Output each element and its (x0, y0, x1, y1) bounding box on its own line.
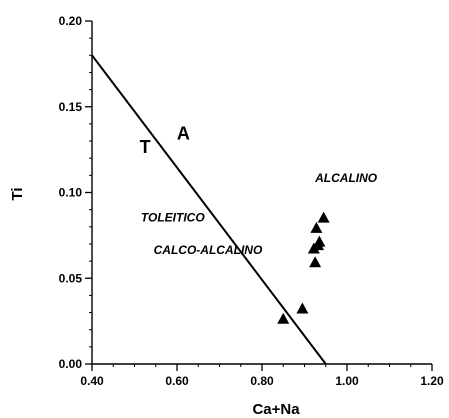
y-axis-title: Ti (9, 187, 26, 200)
tholeiitic-alkaline-divider-line (91, 54, 327, 365)
axes-layer: 0.00 0.05 0.10 0.15 0.20 0.40 0.60 0.80 1.00 1.20 (59, 14, 444, 388)
x-tick-label: 0.40 (80, 374, 104, 388)
y-tick-label: 0.00 (59, 357, 83, 371)
annotations-layer: T A ALCALINO TOLEITICO CALCO-ALCALINO (140, 123, 378, 257)
data-point-triangle (317, 211, 330, 223)
x-tick-label: 0.60 (165, 374, 189, 388)
annotation-a: A (177, 123, 190, 143)
y-tick-label: 0.20 (59, 14, 83, 28)
annotation-calco-alcalino: CALCO-ALCALINO (154, 243, 263, 257)
data-point-triangle (313, 235, 326, 247)
data-point-triangle (277, 312, 290, 324)
points-layer (277, 211, 330, 324)
data-point-triangle (310, 221, 323, 233)
divider-line-layer (91, 54, 327, 365)
data-point-triangle (309, 256, 322, 268)
annotation-toleitico: TOLEITICO (141, 211, 205, 225)
y-tick-label: 0.15 (59, 100, 83, 114)
x-tick-label: 0.80 (250, 374, 274, 388)
y-tick-label: 0.05 (59, 271, 83, 285)
y-tick-label: 0.10 (59, 186, 83, 200)
x-tick-label: 1.00 (335, 374, 359, 388)
data-point-triangle (296, 302, 309, 314)
annotation-alcalino: ALCALINO (314, 171, 378, 185)
x-tick-label: 1.20 (420, 374, 444, 388)
x-axis-title: Ca+Na (252, 401, 300, 418)
annotation-t: T (140, 137, 151, 157)
